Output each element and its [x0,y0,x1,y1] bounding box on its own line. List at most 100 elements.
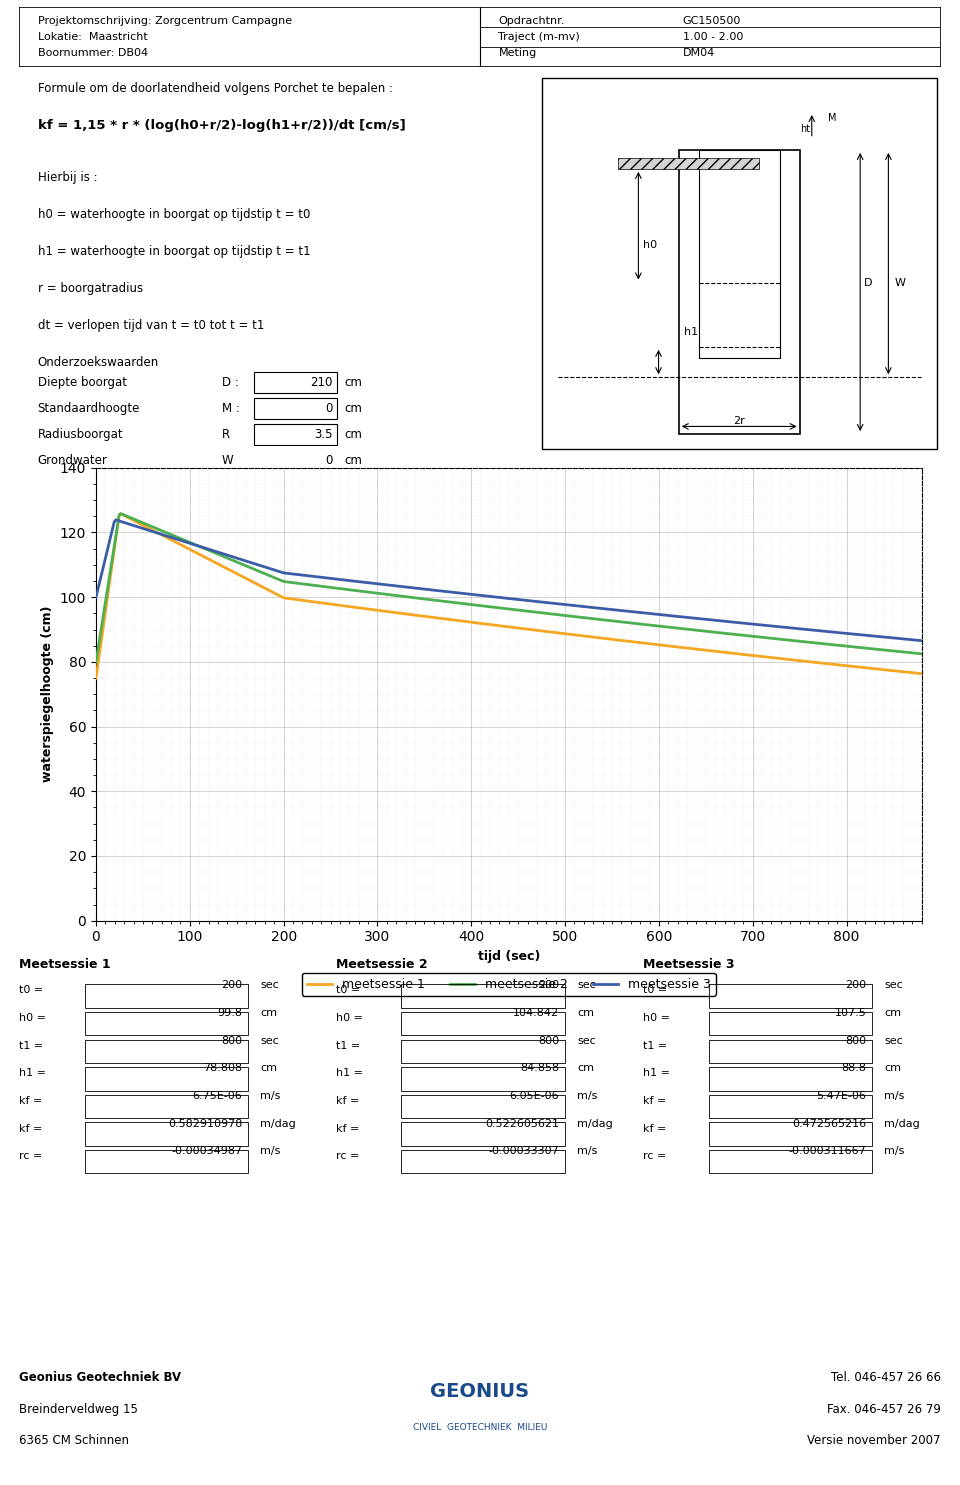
Bar [254,373,337,392]
Text: M :: M : [222,402,240,414]
Text: kf =: kf = [19,1124,42,1133]
Text: Onderzoekswaarden: Onderzoekswaarden [37,356,159,370]
Text: sec: sec [260,980,279,990]
Bar [708,1040,873,1063]
Text: cm: cm [884,1063,901,1074]
Bar [84,1149,249,1173]
Text: sec: sec [260,1035,279,1045]
Text: R: R [222,428,230,441]
Bar [708,1068,873,1090]
Bar [401,1123,565,1146]
Text: cm: cm [884,1008,901,1019]
Text: sec: sec [884,980,903,990]
Text: 210: 210 [310,376,332,389]
Bar [401,1040,565,1063]
Text: rc =: rc = [643,1151,666,1161]
Text: cm: cm [345,402,362,414]
Text: Meting: Meting [498,48,537,58]
Text: 6.75E-06: 6.75E-06 [193,1091,242,1100]
Text: 6.05E-06: 6.05E-06 [510,1091,559,1100]
Bar [708,1094,873,1118]
Text: kf = 1,15 * r * (log(h0+r/2)-log(h1+r/2))/dt [cm/s]: kf = 1,15 * r * (log(h0+r/2)-log(h1+r/2)… [37,119,405,132]
Text: 78.808: 78.808 [204,1063,242,1074]
Text: r = boorgatradius: r = boorgatradius [37,282,143,296]
Text: GC150500: GC150500 [683,16,741,27]
Text: h1 =: h1 = [19,1068,46,1078]
Text: h1 = waterhoogte in boorgat op tijdstip t = t1: h1 = waterhoogte in boorgat op tijdstip … [37,245,310,258]
Bar [84,1094,249,1118]
Text: Diepte boorgat: Diepte boorgat [37,376,127,389]
Text: kf =: kf = [336,1124,359,1133]
Text: cm: cm [345,376,362,389]
Text: rc =: rc = [336,1151,359,1161]
Text: m/dag: m/dag [577,1118,612,1129]
Bar [618,157,759,169]
Text: kf =: kf = [643,1096,666,1106]
Text: 0.582910978: 0.582910978 [168,1118,242,1129]
Text: Opdrachtnr.: Opdrachtnr. [498,16,564,27]
Text: CIVIEL  GEOTECHNIEK  MILIEU: CIVIEL GEOTECHNIEK MILIEU [413,1423,547,1433]
Text: 0.472565216: 0.472565216 [792,1118,866,1129]
Text: 6365 CM Schinnen: 6365 CM Schinnen [19,1435,130,1446]
Text: Standaardhoogte: Standaardhoogte [37,402,140,414]
Text: Projektomschrijving: Zorgcentrum Campagne: Projektomschrijving: Zorgcentrum Campagn… [37,16,292,27]
Text: t1 =: t1 = [643,1041,667,1051]
Bar [84,1040,249,1063]
Text: 1.00 - 2.00: 1.00 - 2.00 [683,33,743,42]
Text: 84.858: 84.858 [520,1063,559,1074]
Text: h0 =: h0 = [643,1013,670,1023]
Text: 800: 800 [221,1035,242,1045]
Text: Tel. 046-457 26 66: Tel. 046-457 26 66 [830,1372,941,1384]
Text: cm: cm [260,1008,277,1019]
Text: 800: 800 [845,1035,866,1045]
Bar [401,1068,565,1090]
Text: 200: 200 [845,980,866,990]
Bar [708,1149,873,1173]
Text: 5.47E-06: 5.47E-06 [817,1091,866,1100]
Text: 0.522605621: 0.522605621 [485,1118,559,1129]
Text: Lokatie:  Maastricht: Lokatie: Maastricht [37,33,148,42]
Bar [84,985,249,1008]
Text: 200: 200 [221,980,242,990]
Text: Radiusboorgat: Radiusboorgat [37,428,123,441]
Text: Traject (m-mv): Traject (m-mv) [498,33,580,42]
Text: Hierbij is :: Hierbij is : [37,171,97,184]
Bar [708,985,873,1008]
Legend: meetsessie 1, meetsessie 2, meetsessie 3: meetsessie 1, meetsessie 2, meetsessie 3 [302,973,715,996]
Text: Formule om de doorlatendheid volgens Porchet te bepalen :: Formule om de doorlatendheid volgens Por… [37,82,393,95]
Text: h0: h0 [643,239,658,249]
Text: m/s: m/s [260,1091,280,1100]
Text: sec: sec [884,1035,903,1045]
Text: 104.842: 104.842 [513,1008,559,1019]
Text: Boornummer: DB04: Boornummer: DB04 [37,48,148,58]
X-axis label: tijd (sec): tijd (sec) [478,950,540,962]
Text: -0.00033307: -0.00033307 [489,1146,559,1157]
Text: cm: cm [345,428,362,441]
Text: t0 =: t0 = [643,986,667,995]
Text: h0 =: h0 = [19,1013,46,1023]
Text: sec: sec [577,1035,596,1045]
Text: m/dag: m/dag [260,1118,296,1129]
Text: W: W [895,278,906,288]
Text: cm: cm [577,1008,594,1019]
Text: h0 = waterhoogte in boorgat op tijdstip t = t0: h0 = waterhoogte in boorgat op tijdstip … [37,208,310,221]
Text: Versie november 2007: Versie november 2007 [807,1435,941,1446]
Bar [708,1011,873,1035]
Text: kf =: kf = [19,1096,42,1106]
Text: 800: 800 [538,1035,559,1045]
Text: D :: D : [222,376,239,389]
Text: Meetsessie 2: Meetsessie 2 [336,958,427,971]
Text: m/s: m/s [577,1091,597,1100]
Text: 2r: 2r [733,416,745,426]
Text: m/s: m/s [260,1146,280,1157]
Text: W: W [222,454,233,466]
Y-axis label: waterspiegelhoogte (cm): waterspiegelhoogte (cm) [41,606,55,783]
Text: t0 =: t0 = [336,986,360,995]
Text: ht: ht [800,125,810,134]
Text: cm: cm [577,1063,594,1074]
Text: D: D [864,278,873,288]
Text: t1 =: t1 = [19,1041,43,1051]
Text: Meetsessie 3: Meetsessie 3 [643,958,734,971]
Text: Meetsessie 1: Meetsessie 1 [19,958,110,971]
Text: cm: cm [260,1063,277,1074]
